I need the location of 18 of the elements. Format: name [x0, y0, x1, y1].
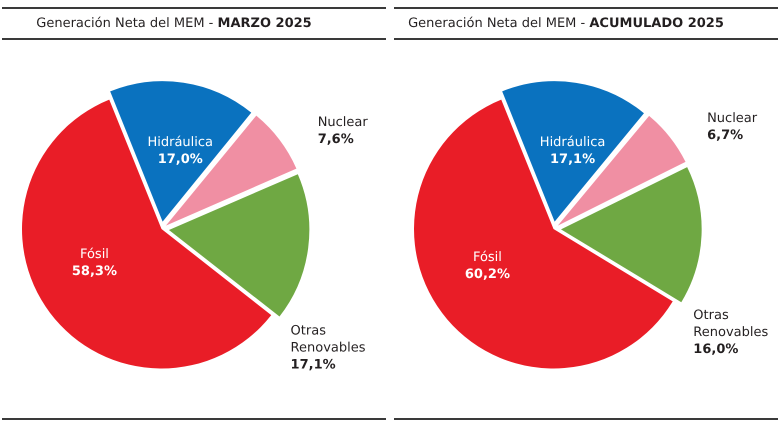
data-label: 16,0% — [693, 342, 738, 357]
data-label: 17,1% — [290, 358, 336, 373]
data-label: 60,2% — [464, 267, 510, 282]
slice-label: Otras Renovables — [693, 308, 768, 340]
data-label: 6,7% — [707, 128, 744, 144]
slice-label: Fósil — [80, 247, 109, 262]
data-label: 17,1% — [550, 152, 596, 167]
chart-title: Generación Neta del MEM - MARZO 2025 — [36, 16, 312, 31]
slice-label: Otras Renovables — [290, 324, 366, 356]
slice-label: Hidráulica — [540, 134, 606, 150]
data-label: 58,3% — [72, 264, 117, 280]
slice-label: Nuclear — [707, 111, 758, 126]
slice-label: Nuclear — [318, 115, 368, 130]
data-label: 17,0% — [158, 152, 203, 167]
data-label: 7,6% — [318, 132, 354, 148]
slice-label: Fósil — [472, 250, 502, 266]
chart-title: Generación Neta del MEM - ACUMULADO 2025 — [408, 16, 724, 31]
slice-label: Hidráulica — [147, 134, 214, 150]
